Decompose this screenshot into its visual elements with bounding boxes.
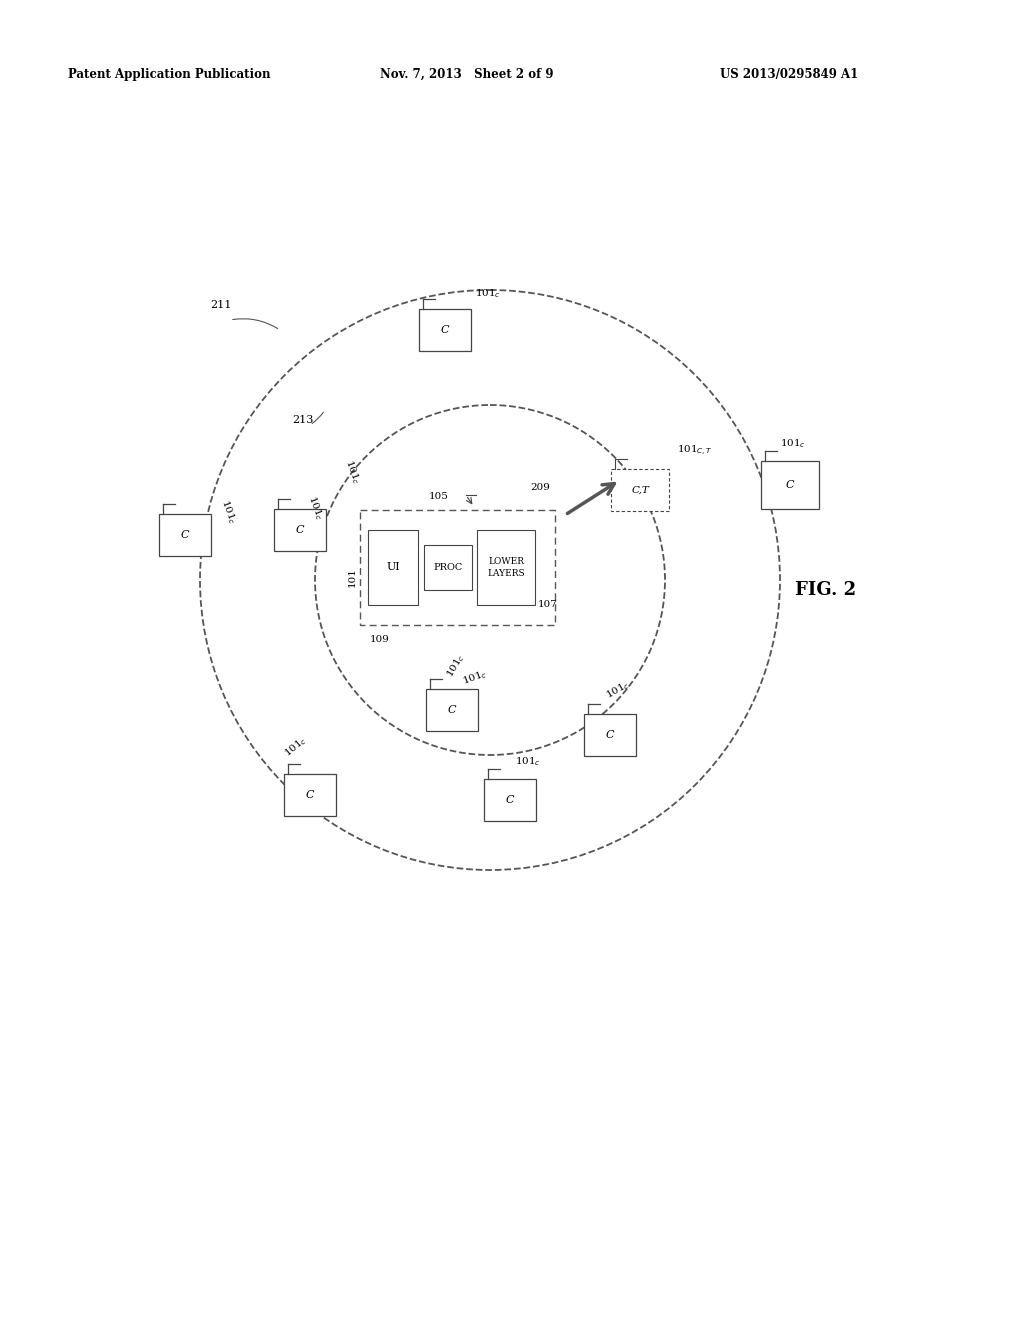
Text: C: C bbox=[447, 705, 457, 715]
Text: C: C bbox=[181, 531, 189, 540]
Bar bbox=[424, 545, 472, 590]
Bar bbox=[159, 513, 211, 556]
Text: 109: 109 bbox=[370, 635, 390, 644]
Text: LOWER: LOWER bbox=[488, 557, 524, 566]
Text: C: C bbox=[306, 789, 314, 800]
Text: US 2013/0295849 A1: US 2013/0295849 A1 bbox=[720, 69, 858, 81]
Bar bbox=[360, 510, 555, 624]
Text: 101$_{C,T}$: 101$_{C,T}$ bbox=[677, 444, 713, 458]
Text: 101$_c$: 101$_c$ bbox=[461, 667, 489, 688]
Text: 107: 107 bbox=[538, 601, 558, 609]
Text: 101$_c$: 101$_c$ bbox=[475, 288, 501, 300]
Bar bbox=[761, 461, 819, 510]
Text: C: C bbox=[506, 795, 514, 805]
Text: Nov. 7, 2013   Sheet 2 of 9: Nov. 7, 2013 Sheet 2 of 9 bbox=[380, 69, 554, 81]
Bar bbox=[419, 309, 471, 351]
Bar bbox=[426, 689, 478, 731]
Bar bbox=[274, 510, 326, 550]
Text: 101$_c$: 101$_c$ bbox=[305, 494, 326, 523]
Bar bbox=[477, 531, 535, 605]
Text: C: C bbox=[296, 525, 304, 535]
Text: 211: 211 bbox=[210, 300, 231, 310]
Text: 105: 105 bbox=[429, 492, 449, 502]
Text: C,T: C,T bbox=[631, 486, 649, 495]
Text: 101$_c$: 101$_c$ bbox=[444, 651, 468, 680]
Text: 101: 101 bbox=[347, 568, 356, 587]
Text: 213: 213 bbox=[292, 414, 313, 425]
Text: C: C bbox=[606, 730, 614, 741]
Text: 101$_c$: 101$_c$ bbox=[218, 498, 239, 527]
Bar bbox=[368, 531, 418, 605]
Text: LAYERS: LAYERS bbox=[487, 569, 525, 578]
Bar bbox=[284, 774, 336, 816]
Text: FIG. 2: FIG. 2 bbox=[795, 581, 856, 599]
Text: 101$_c$: 101$_c$ bbox=[342, 458, 362, 487]
Text: 209: 209 bbox=[530, 483, 550, 491]
Bar bbox=[611, 469, 669, 511]
Text: 101$_c$: 101$_c$ bbox=[603, 678, 633, 702]
Text: 101$_c$: 101$_c$ bbox=[780, 437, 806, 450]
Text: PROC: PROC bbox=[433, 564, 463, 572]
Text: C: C bbox=[440, 325, 450, 335]
Text: C: C bbox=[785, 480, 795, 490]
Text: 101$_c$: 101$_c$ bbox=[282, 734, 310, 760]
Bar bbox=[584, 714, 636, 756]
Bar bbox=[484, 779, 536, 821]
Text: 101$_c$: 101$_c$ bbox=[515, 755, 541, 768]
Text: UI: UI bbox=[386, 562, 400, 573]
Text: Patent Application Publication: Patent Application Publication bbox=[68, 69, 270, 81]
